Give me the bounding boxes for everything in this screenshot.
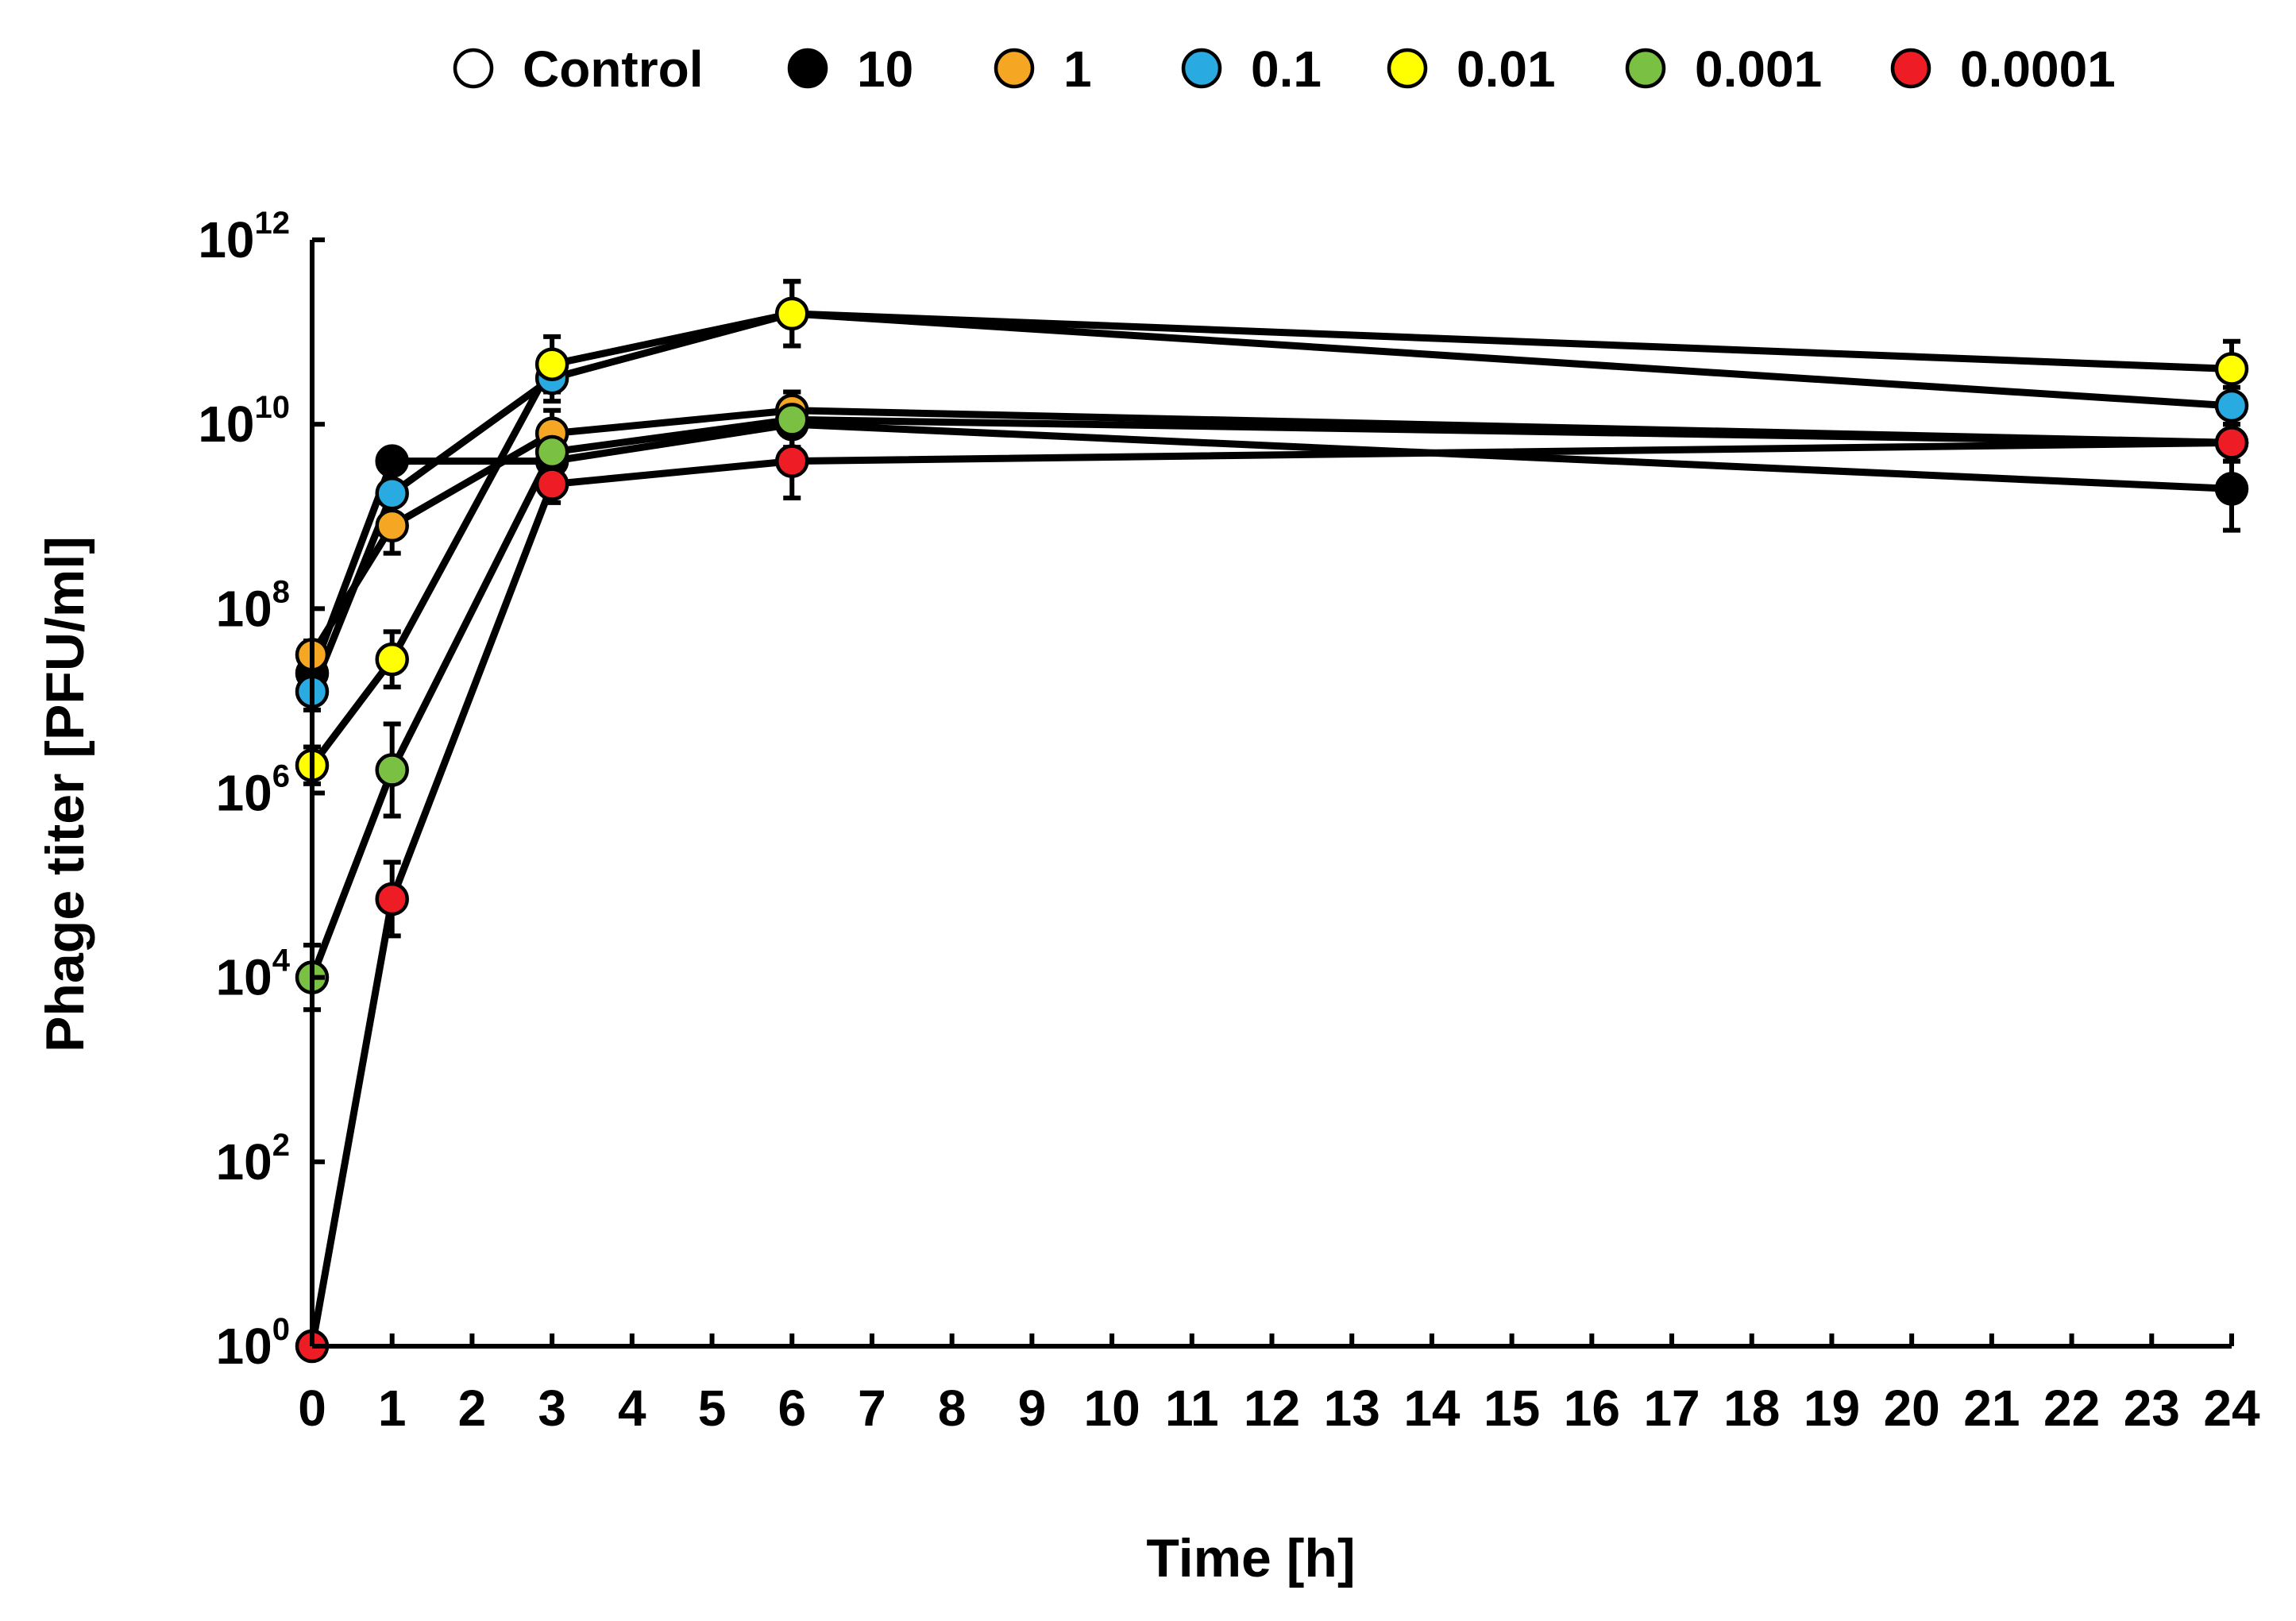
x-tick-label: 14: [1403, 1380, 1461, 1437]
data-point-1: [375, 508, 409, 543]
legend-marker-0.01: [1387, 48, 1428, 89]
data-point-0.01: [2214, 352, 2249, 386]
x-tick-label: 1: [378, 1380, 407, 1437]
x-tick-label: 6: [778, 1380, 806, 1437]
series-lines: [308, 310, 2232, 1347]
y-tick-label: 102: [216, 1128, 290, 1191]
legend-marker-10: [787, 48, 828, 89]
x-tick-label: 20: [1884, 1380, 1940, 1437]
legend-label-0.01: 0.01: [1457, 41, 1556, 98]
data-point-0.1: [2214, 388, 2249, 423]
x-tick-label: 10: [1083, 1380, 1140, 1437]
x-tick-label: 19: [1804, 1380, 1860, 1437]
legend: Control 10 1 0.1 0.01 0.001 0.0001: [453, 41, 2116, 98]
data-point-0.0001: [534, 467, 569, 501]
series-line-0.1: [308, 310, 2232, 693]
x-tick-label: 4: [618, 1380, 646, 1437]
data-point-0.001: [534, 434, 569, 469]
x-tick-label: 18: [1723, 1380, 1780, 1437]
x-tick-label: 17: [1643, 1380, 1700, 1437]
series-line-0.001: [308, 415, 2232, 979]
x-tick-label: 8: [938, 1380, 967, 1437]
legend-label-0.1: 0.1: [1251, 41, 1322, 98]
y-tick-label: 106: [216, 759, 290, 822]
legend-marker-0.001: [1625, 48, 1666, 89]
data-point-0.0001: [375, 882, 409, 917]
x-tick-label: 21: [1963, 1380, 2020, 1437]
series-line-10: [308, 420, 2232, 675]
legend-marker-1: [994, 48, 1035, 89]
y-axis-title: Phage titer [PFU/ml]: [35, 536, 95, 1052]
legend-label-1: 1: [1063, 41, 1092, 98]
legend-label-0.0001: 0.0001: [1960, 41, 2116, 98]
legend-marker-0.0001: [1890, 48, 1931, 89]
legend-label-10: 10: [857, 41, 913, 98]
data-point-0.0001: [775, 444, 809, 478]
data-point-0.0001: [2214, 426, 2249, 460]
data-point-0.1: [375, 476, 409, 511]
legend-marker-Control: [453, 48, 494, 89]
data-point-0.01: [775, 296, 809, 331]
series-line-0.0001: [308, 438, 2232, 1347]
data-point-0.01: [375, 642, 409, 677]
series-markers: [295, 296, 2249, 1364]
legend-label-Control: Control: [523, 41, 704, 98]
data-point-0.01: [534, 347, 569, 381]
y-tick-label: 1010: [198, 390, 290, 453]
x-tick-label: 7: [858, 1380, 886, 1437]
x-tick-label: 5: [698, 1380, 727, 1437]
y-tick-label: 100: [216, 1312, 290, 1375]
plot-area: [295, 279, 2249, 1364]
x-tick-label: 3: [538, 1380, 566, 1437]
x-tick-label: 13: [1324, 1380, 1380, 1437]
x-tick-label: 22: [2043, 1380, 2100, 1437]
x-tick-label: 0: [298, 1380, 326, 1437]
x-tick-label: 24: [2203, 1380, 2260, 1437]
data-point-10: [2214, 472, 2249, 506]
x-tick-label: 16: [1564, 1380, 1620, 1437]
legend-label-0.001: 0.001: [1695, 41, 1822, 98]
x-tick-label: 9: [1018, 1380, 1047, 1437]
x-axis-title: Time [h]: [1146, 1528, 1355, 1588]
data-point-10: [375, 444, 409, 478]
y-tick-label: 1012: [198, 206, 290, 268]
x-tick-label: 12: [1244, 1380, 1300, 1437]
x-tick-label: 23: [2124, 1380, 2180, 1437]
x-tick-label: 11: [1165, 1380, 1219, 1437]
y-tick-label: 104: [216, 944, 291, 1006]
legend-marker-0.1: [1181, 48, 1222, 89]
y-tick-label: 108: [216, 574, 290, 637]
x-tick-label: 2: [458, 1380, 487, 1437]
series-line-0.01: [309, 310, 2232, 768]
x-tick-label: 15: [1484, 1380, 1540, 1437]
data-point-0.001: [375, 753, 409, 787]
data-point-0.001: [775, 403, 809, 437]
